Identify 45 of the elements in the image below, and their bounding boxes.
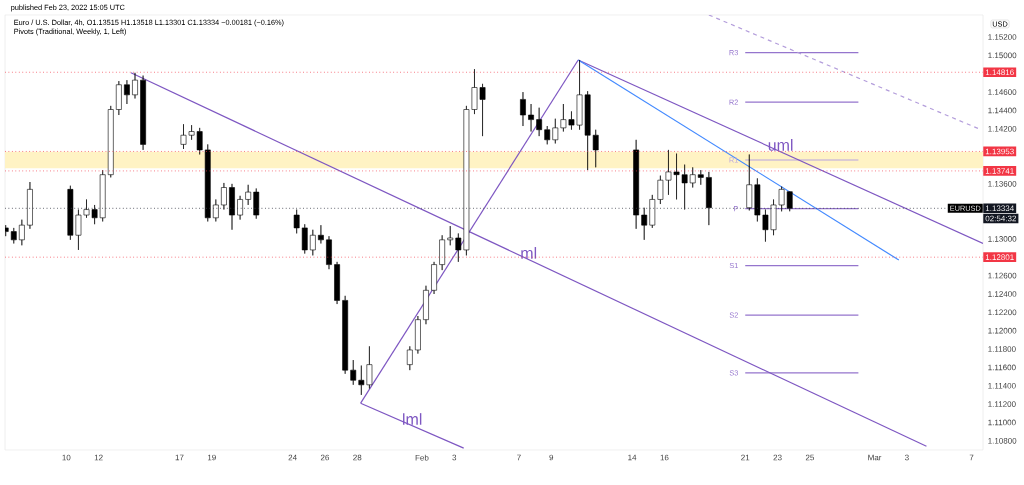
ref-line-label: 1.12801 bbox=[985, 254, 1014, 261]
x-tick-label: 7 bbox=[969, 454, 974, 461]
text: 02:54:32 bbox=[985, 215, 1017, 222]
y-tick-label: 1.11200 bbox=[988, 401, 1016, 407]
x-tick-label: 12 bbox=[94, 454, 103, 461]
x-tick-label: 3 bbox=[904, 454, 909, 461]
x-tick-label: 16 bbox=[660, 454, 669, 461]
y-tick-label: 1.11400 bbox=[988, 382, 1016, 389]
ref-line-label: 1.13953 bbox=[985, 148, 1014, 155]
y-tick-label: 1.15200 bbox=[988, 34, 1017, 40]
x-tick-label: Feb bbox=[415, 454, 429, 461]
x-tick-label: 24 bbox=[288, 454, 297, 461]
x-tick-label: 26 bbox=[320, 454, 330, 461]
x-tick-label: 9 bbox=[549, 454, 554, 461]
x-tick-label: 14 bbox=[628, 454, 637, 461]
x-tick-label: 17 bbox=[175, 454, 184, 461]
y-tick-label: 1.12000 bbox=[988, 327, 1017, 334]
y-tick-label: 1.11800 bbox=[988, 346, 1016, 352]
y-tick-label: 1.13000 bbox=[988, 236, 1017, 242]
x-tick-label: 28 bbox=[353, 454, 362, 461]
x-tick-label: Mar bbox=[868, 454, 882, 461]
ref-line-label: 1.13334 bbox=[985, 205, 1014, 212]
y-tick-label: 1.13600 bbox=[988, 181, 1017, 187]
x-tick-label: 7 bbox=[517, 454, 521, 461]
y-tick-label: 1.12600 bbox=[988, 272, 1017, 279]
x-tick-label: 10 bbox=[62, 454, 71, 461]
x-tick-label: 19 bbox=[207, 454, 216, 461]
x-tick-label: 3 bbox=[452, 454, 457, 461]
series-label: lml bbox=[403, 413, 422, 425]
ref-line-label: 1.13741 bbox=[985, 168, 1014, 174]
x-tick-label: 25 bbox=[805, 454, 815, 461]
y-tick-label: 1.14400 bbox=[988, 107, 1017, 114]
y-tick-label: 1.11000 bbox=[988, 419, 1016, 426]
y-tick-label: 1.15000 bbox=[988, 52, 1017, 59]
x-tick-label: 23 bbox=[773, 454, 782, 461]
y-tick-label: 1.10800 bbox=[988, 437, 1017, 444]
y-tick-label: 1.14600 bbox=[988, 89, 1017, 95]
series-label: uml bbox=[768, 139, 793, 151]
series-label: ml bbox=[521, 247, 537, 259]
y-tick-label: 1.11600 bbox=[988, 364, 1016, 371]
y-tick-label: 1.12400 bbox=[988, 291, 1017, 297]
y-tick-label: 1.14200 bbox=[988, 125, 1017, 132]
y-tick-label: 1.12200 bbox=[988, 309, 1017, 316]
x-tick-label: 21 bbox=[741, 454, 750, 461]
ref-line-label: 1.14816 bbox=[985, 69, 1014, 76]
